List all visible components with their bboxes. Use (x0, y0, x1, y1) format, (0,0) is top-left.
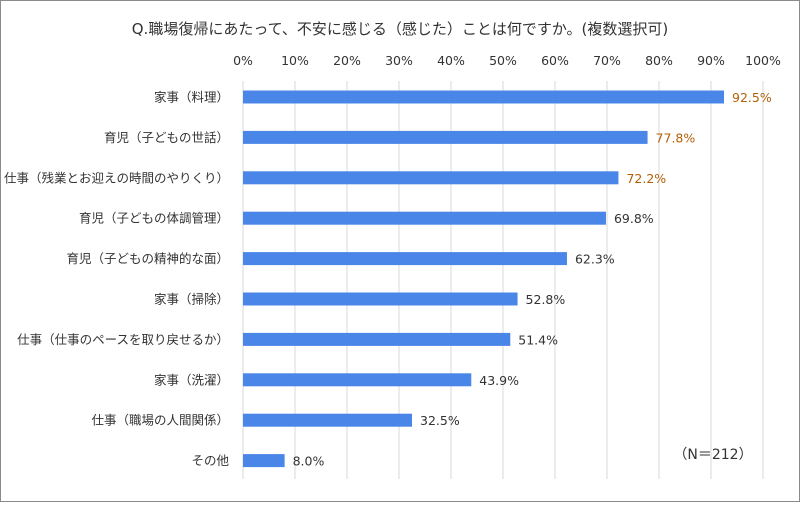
bar (243, 332, 511, 346)
x-tick-label: 100% (745, 53, 781, 68)
x-tick-label: 40% (437, 53, 465, 68)
sample-size-annotation: （N＝212） (673, 447, 752, 463)
bar (243, 252, 567, 266)
data-label: 77.8% (656, 130, 696, 145)
bar (243, 90, 724, 104)
x-tick-label: 20% (333, 53, 361, 68)
category-label: 仕事（職場の人間関係） (91, 413, 229, 428)
category-label: 育児（子どもの体調管理） (79, 211, 229, 226)
category-label: 家事（料理） (154, 90, 229, 105)
bar (243, 211, 606, 225)
category-label: 仕事（仕事のペースを取り戻せるか） (17, 332, 229, 347)
data-label: 92.5% (732, 90, 772, 105)
x-tick-label: 50% (489, 53, 517, 68)
data-label: 62.3% (575, 252, 615, 267)
bar (243, 171, 619, 185)
category-label: 育児（子どもの世話） (104, 130, 229, 145)
category-label: 家事（掃除） (154, 292, 229, 307)
data-label: 72.2% (626, 171, 666, 186)
data-label: 69.8% (614, 211, 654, 226)
bar (243, 130, 648, 144)
category-label: その他 (191, 453, 229, 468)
chart-title: Q.職場復帰にあたって、不安に感じる（感じた）ことは何ですか。(複数選択可) (132, 20, 668, 38)
x-tick-label: 30% (385, 53, 413, 68)
data-label: 8.0% (293, 454, 325, 469)
data-label: 43.9% (479, 373, 519, 388)
x-tick-label: 70% (593, 53, 621, 68)
data-label: 32.5% (420, 413, 460, 428)
bar (243, 292, 518, 306)
x-tick-label: 0% (233, 53, 253, 68)
category-label: 育児（子どもの精神的な面） (66, 251, 229, 266)
category-label: 家事（洗濯） (154, 372, 229, 387)
bar (243, 413, 412, 427)
data-label: 51.4% (518, 332, 558, 347)
x-tick-label: 80% (645, 53, 673, 68)
bar (243, 454, 285, 468)
x-tick-label: 90% (697, 53, 725, 68)
bar (243, 373, 472, 387)
data-label: 52.8% (526, 292, 566, 307)
x-tick-label: 60% (541, 53, 569, 68)
x-tick-label: 10% (281, 53, 309, 68)
category-label: 仕事（残業とお迎えの時間のやりくり） (4, 170, 229, 185)
